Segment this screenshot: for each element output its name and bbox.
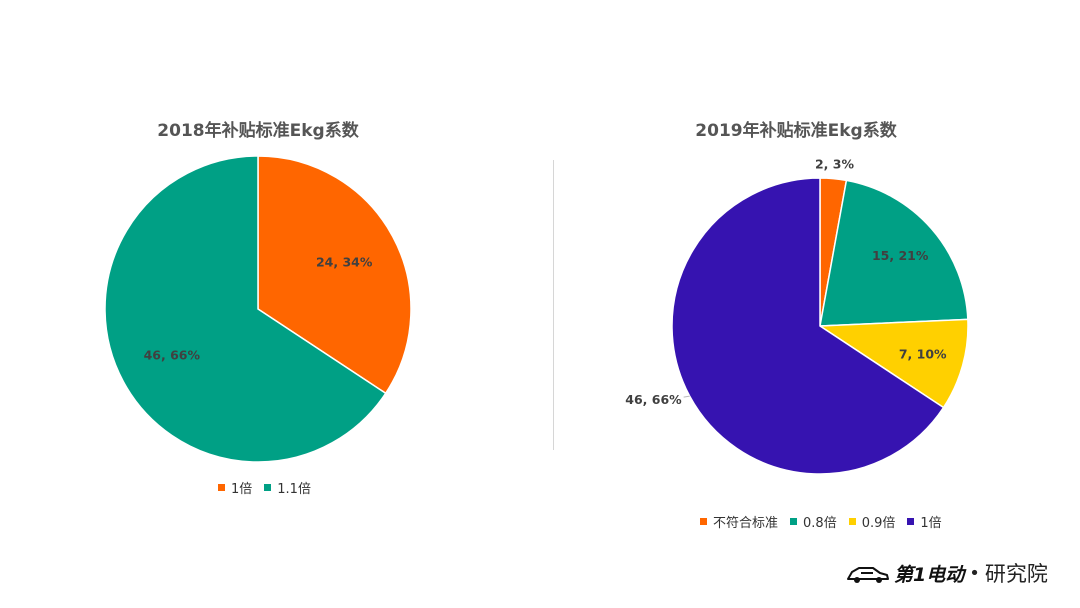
logo-name: 第1电动 <box>894 563 965 586</box>
legend-2019: 不符合标准 0.8倍 0.9倍 1倍 <box>700 512 942 531</box>
legend-item-2018-1: 1.1倍 <box>264 478 311 497</box>
legend-item-2019-2: 0.9倍 <box>848 512 896 531</box>
legend-swatch <box>907 518 915 525</box>
legend-label: 1.1倍 <box>277 482 311 497</box>
data-label-2018-0: 24, 34% <box>316 255 373 270</box>
data-label-2018-1: 46, 66% <box>144 347 201 362</box>
leader-line-2019-3 <box>683 395 690 398</box>
pie-slice-2018-1 <box>104 155 387 463</box>
legend-label: 1倍 <box>920 516 942 531</box>
legend-swatch <box>218 484 225 491</box>
chart-title-2018: 2018年补贴标准Ekg系数 <box>157 121 359 141</box>
chart-title-2019: 2019年补贴标准Ekg系数 <box>695 121 897 141</box>
legend-swatch <box>848 518 856 525</box>
pie-slice-2019-2 <box>817 318 969 409</box>
pie-slice-2019-1 <box>819 179 969 327</box>
legend-label: 不符合标准 <box>713 516 779 531</box>
data-label-2019-2: 7, 10% <box>899 346 947 361</box>
legend-item-2018-0: 1倍 <box>218 478 252 497</box>
legend-swatch <box>700 518 707 525</box>
legend-swatch <box>264 484 272 491</box>
legend-label: 1倍 <box>231 482 253 497</box>
legend-label: 0.8倍 <box>803 516 837 531</box>
legend-item-2019-0: 不符合标准 <box>700 512 778 531</box>
logo-separator: • <box>969 562 980 584</box>
legend-item-2019-3: 1倍 <box>907 512 942 531</box>
pie-slice-2019-3 <box>671 177 945 475</box>
legend-2018: 1倍 1.1倍 <box>218 478 311 497</box>
logo-suffix: 研究院 <box>984 562 1048 586</box>
data-label-2019-0: 2, 3% <box>815 157 854 172</box>
brand-logo: 第1电动 • 研究院 <box>846 558 1048 588</box>
legend-swatch <box>790 518 798 525</box>
data-label-2019-3: 46, 66% <box>625 392 682 407</box>
legend-item-2019-1: 0.8倍 <box>790 512 837 531</box>
data-label-2019-1: 15, 21% <box>872 248 929 263</box>
car-icon <box>847 567 889 583</box>
chart-divider <box>553 160 554 450</box>
legend-label: 0.9倍 <box>861 516 896 531</box>
